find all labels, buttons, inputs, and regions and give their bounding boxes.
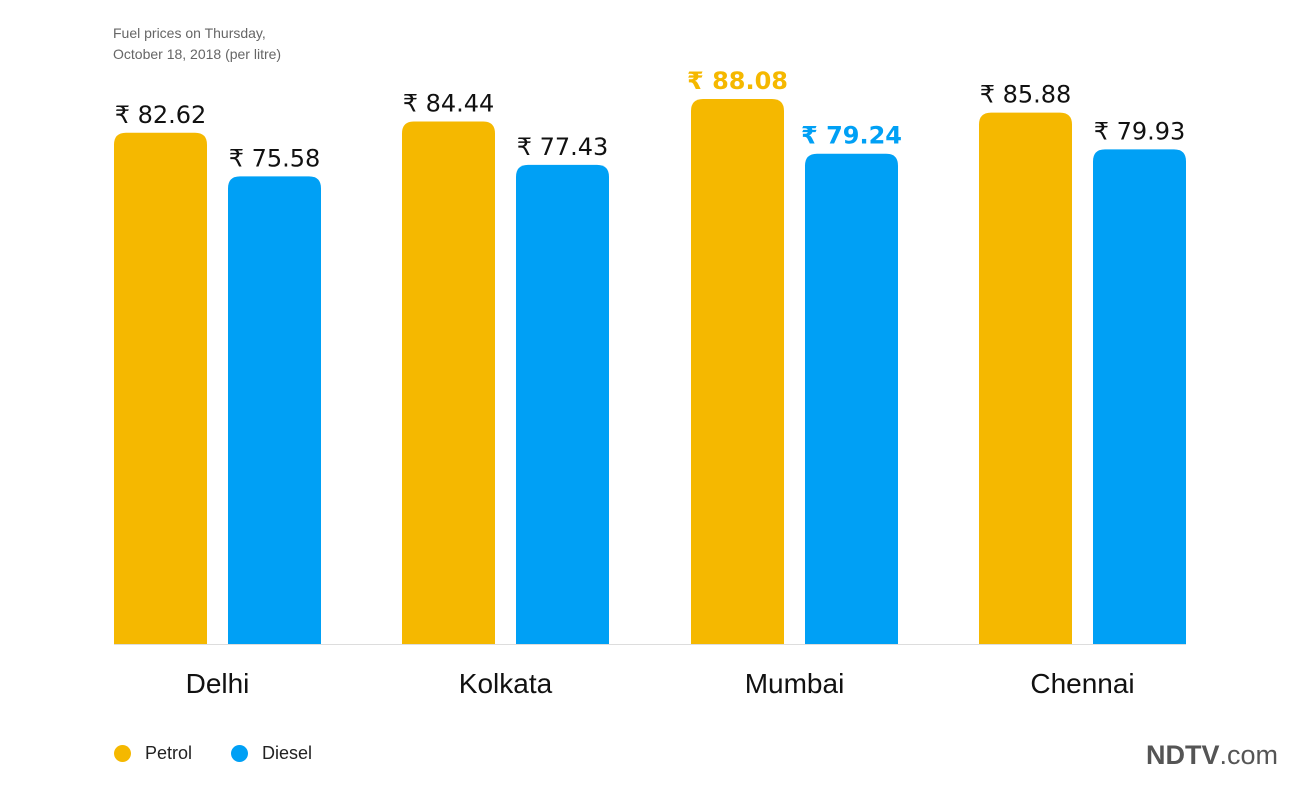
category-label-mumbai: Mumbai — [745, 668, 845, 699]
legend-item-petrol: Petrol — [114, 743, 192, 764]
chart-title-line-1: Fuel prices on Thursday, — [113, 25, 266, 41]
bar-petrol-chennai — [979, 112, 1072, 645]
legend-label-petrol: Petrol — [145, 743, 193, 763]
value-label-petrol-mumbai: ₹ 88.08 — [687, 67, 788, 95]
value-label-petrol-kolkata: ₹ 84.44 — [403, 90, 495, 118]
legend-swatch-diesel — [231, 745, 248, 762]
bar-diesel-chennai — [1093, 149, 1186, 644]
value-label-petrol-chennai: ₹ 85.88 — [980, 81, 1072, 109]
legend-swatch-petrol — [114, 745, 131, 762]
category-label-kolkata: Kolkata — [459, 668, 553, 699]
brand-name: NDTV — [1145, 740, 1220, 770]
legend-label-diesel: Diesel — [262, 743, 313, 763]
chart-title-line-2: October 18, 2018 (per litre) — [113, 46, 282, 62]
bar-petrol-kolkata — [402, 121, 495, 644]
legend-item-diesel: Diesel — [231, 743, 312, 764]
bar-diesel-delhi — [228, 176, 321, 644]
value-label-diesel-mumbai: ₹ 79.24 — [801, 122, 902, 150]
bar-petrol-delhi — [114, 132, 207, 644]
value-label-diesel-chennai: ₹ 79.93 — [1094, 117, 1186, 145]
brand-logo: NDTV.com — [1146, 740, 1278, 771]
bar-diesel-kolkata — [516, 164, 609, 645]
value-label-petrol-delhi: ₹ 82.62 — [115, 101, 207, 129]
value-label-diesel-delhi: ₹ 75.58 — [229, 144, 321, 172]
bar-diesel-mumbai — [805, 153, 898, 644]
category-label-delhi: Delhi — [186, 668, 250, 699]
chart-title: Fuel prices on Thursday, October 18, 201… — [113, 23, 281, 65]
brand-suffix: .com — [1219, 740, 1278, 770]
category-label-chennai: Chennai — [1030, 668, 1134, 699]
value-label-diesel-kolkata: ₹ 77.43 — [517, 133, 609, 161]
bar-petrol-mumbai — [691, 99, 784, 644]
